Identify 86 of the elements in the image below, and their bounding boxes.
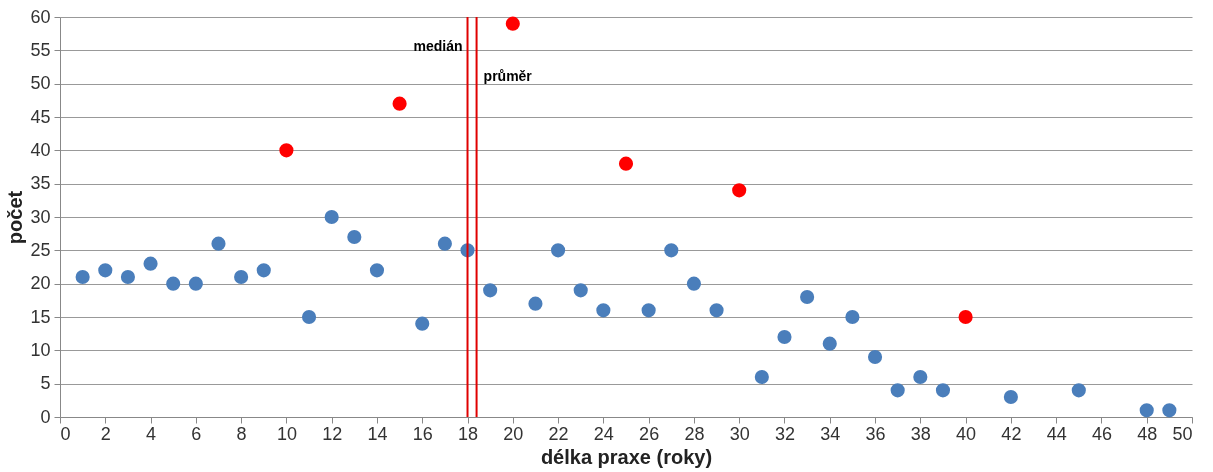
x-tick-label: 22 xyxy=(548,423,569,444)
x-tick-label: 26 xyxy=(639,423,660,444)
x-tick-label: 32 xyxy=(774,423,795,444)
point xyxy=(777,329,792,345)
y-tick-label: 40 xyxy=(30,139,51,160)
point xyxy=(958,309,973,325)
point xyxy=(143,256,158,271)
point xyxy=(437,236,452,251)
y-tick-label: 10 xyxy=(30,339,51,360)
point xyxy=(822,336,837,351)
y-tick-label: 0 xyxy=(40,406,51,427)
point xyxy=(867,349,883,365)
point xyxy=(166,276,181,291)
y-tick-label: 20 xyxy=(30,273,51,294)
x-tick-label: 8 xyxy=(236,423,247,444)
x-tick-label: 20 xyxy=(503,423,524,444)
point xyxy=(913,369,928,385)
point xyxy=(754,369,769,385)
x-tick-label: 18 xyxy=(458,423,479,444)
x-tick-label: 48 xyxy=(1137,423,1158,444)
y-axis-title: počet xyxy=(4,190,27,245)
ref-line-label: medián xyxy=(413,38,463,54)
point xyxy=(211,236,226,251)
point xyxy=(641,303,656,318)
point xyxy=(686,276,701,291)
point xyxy=(301,309,317,325)
point xyxy=(1139,403,1154,418)
point xyxy=(709,303,724,318)
point xyxy=(800,289,815,305)
x-tick-label: 44 xyxy=(1046,423,1067,444)
x-tick-label: 42 xyxy=(1001,423,1022,444)
point xyxy=(1003,389,1018,405)
x-tick-label: 34 xyxy=(820,423,841,444)
point xyxy=(664,243,679,258)
x-tick-label: 16 xyxy=(412,423,433,444)
x-tick-label: 38 xyxy=(910,423,931,444)
y-tick-label: 45 xyxy=(30,106,51,127)
point xyxy=(573,283,588,298)
x-tick-label: 2 xyxy=(100,423,111,444)
x-axis-title: délka praxe (roky) xyxy=(540,445,713,468)
x-tick-label: 4 xyxy=(146,423,157,444)
y-tick-label: 55 xyxy=(30,39,51,60)
point xyxy=(369,263,385,278)
y-tick-label: 50 xyxy=(30,73,51,94)
point xyxy=(347,229,362,245)
y-tick-label: 35 xyxy=(30,173,51,194)
x-tick-label: 24 xyxy=(593,423,614,444)
x-tick-label: 14 xyxy=(367,423,388,444)
point xyxy=(234,269,249,285)
ref-line-label: průměr xyxy=(483,68,533,84)
point xyxy=(845,309,860,325)
point xyxy=(75,269,90,285)
x-tick-label: 46 xyxy=(1091,423,1112,444)
point xyxy=(1071,383,1086,398)
x-tick-label: 50 xyxy=(1172,423,1193,444)
point xyxy=(596,303,611,318)
point xyxy=(392,96,407,111)
point xyxy=(188,276,203,291)
point xyxy=(98,263,113,278)
point xyxy=(551,243,566,258)
point xyxy=(415,316,430,331)
x-tick-label: 12 xyxy=(322,423,343,444)
y-tick-label: 60 xyxy=(30,6,51,27)
x-tick-label: 30 xyxy=(729,423,750,444)
y-tick-label: 5 xyxy=(40,373,51,394)
point xyxy=(483,283,498,298)
point xyxy=(324,209,339,225)
point xyxy=(1162,403,1177,418)
point xyxy=(528,296,543,311)
y-tick-label: 30 xyxy=(30,206,51,227)
point xyxy=(120,269,135,285)
x-tick-label: 28 xyxy=(684,423,705,444)
point xyxy=(890,383,905,398)
point xyxy=(935,383,951,398)
x-tick-label: 10 xyxy=(276,423,297,444)
point xyxy=(732,183,747,198)
x-tick-label: 36 xyxy=(865,423,886,444)
point xyxy=(505,16,520,31)
y-tick-label: 25 xyxy=(30,239,51,260)
x-tick-label: 40 xyxy=(956,423,977,444)
point xyxy=(256,263,271,278)
y-tick-label: 15 xyxy=(30,306,51,327)
x-tick-label: 0 xyxy=(60,423,71,444)
point xyxy=(279,143,294,158)
x-tick-label: 6 xyxy=(191,423,202,444)
point xyxy=(618,156,634,171)
